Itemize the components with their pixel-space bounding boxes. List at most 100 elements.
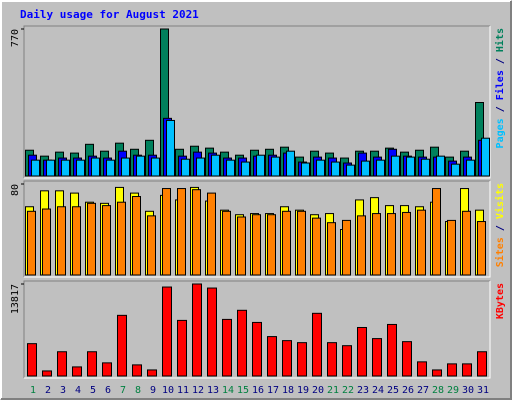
bar bbox=[432, 188, 441, 276]
bar bbox=[477, 351, 487, 377]
bar bbox=[447, 219, 456, 276]
bar bbox=[342, 345, 352, 377]
bar bbox=[342, 219, 351, 276]
x-tick-label: 11 bbox=[177, 385, 189, 396]
bar bbox=[447, 363, 457, 377]
panel-bevel-light bbox=[24, 281, 491, 379]
x-tick-label: 18 bbox=[282, 385, 294, 396]
legend-entry: Hits bbox=[494, 28, 506, 52]
panel-bevel-light bbox=[24, 26, 491, 179]
x-tick-label: 28 bbox=[432, 385, 444, 396]
x-tick-label: 5 bbox=[90, 385, 96, 396]
legend-separator: / bbox=[495, 219, 506, 237]
x-tick-label: 19 bbox=[297, 385, 309, 396]
bar bbox=[312, 312, 322, 377]
bar bbox=[271, 156, 280, 177]
x-tick-label: 7 bbox=[120, 385, 126, 396]
bar bbox=[102, 205, 111, 276]
bar bbox=[417, 209, 426, 276]
x-tick-label: 8 bbox=[135, 385, 141, 396]
legend-separator: / bbox=[495, 100, 506, 118]
bar bbox=[226, 159, 235, 177]
bar bbox=[297, 210, 306, 276]
bar bbox=[297, 342, 307, 377]
x-tick-label: 21 bbox=[327, 385, 339, 396]
bar bbox=[316, 159, 325, 177]
x-tick-label: 9 bbox=[150, 385, 156, 396]
bar bbox=[391, 155, 400, 177]
bar bbox=[87, 202, 96, 276]
bar bbox=[267, 336, 277, 377]
bar bbox=[207, 287, 217, 377]
bar bbox=[192, 189, 201, 276]
bar bbox=[72, 206, 81, 276]
bar bbox=[237, 216, 246, 276]
legend: Pages / Files / Hits bbox=[494, 28, 506, 148]
bar bbox=[237, 309, 247, 377]
x-tick-label: 14 bbox=[222, 385, 234, 396]
bar bbox=[76, 159, 85, 177]
bar bbox=[57, 206, 66, 276]
bar bbox=[417, 361, 427, 377]
x-tick-label: 6 bbox=[105, 385, 111, 396]
bar bbox=[286, 150, 295, 177]
y-tick-label: 770 bbox=[10, 29, 21, 47]
bar bbox=[481, 137, 490, 177]
bar bbox=[477, 221, 486, 276]
bar bbox=[162, 188, 171, 276]
bar bbox=[162, 286, 172, 377]
bar bbox=[301, 162, 310, 177]
x-tick-label: 13 bbox=[207, 385, 219, 396]
x-tick-label: 2 bbox=[45, 385, 51, 396]
bar bbox=[147, 215, 156, 276]
bar bbox=[181, 158, 190, 177]
bar bbox=[57, 351, 67, 377]
y-tick-label: 80 bbox=[10, 184, 21, 196]
legend-entry: KBytes bbox=[495, 283, 506, 319]
bar bbox=[117, 201, 126, 276]
bar bbox=[91, 157, 100, 177]
bar bbox=[372, 338, 382, 377]
bar bbox=[252, 214, 261, 276]
bar bbox=[147, 369, 157, 377]
bar bbox=[406, 156, 415, 177]
panel-bevel-dark bbox=[23, 180, 490, 277]
x-tick-label: 29 bbox=[447, 385, 459, 396]
x-tick-label: 26 bbox=[402, 385, 414, 396]
bar bbox=[132, 364, 142, 377]
x-tick-label: 25 bbox=[387, 385, 399, 396]
x-tick-label: 24 bbox=[372, 385, 384, 396]
bar bbox=[207, 192, 216, 276]
legend-entry: Visits bbox=[494, 183, 506, 219]
bar bbox=[451, 163, 460, 177]
bar bbox=[327, 342, 337, 377]
legend: KBytes bbox=[495, 283, 506, 319]
bar bbox=[361, 160, 370, 177]
bar bbox=[121, 157, 130, 177]
chart-title: Daily usage for August 2021 bbox=[20, 8, 199, 21]
x-tick-label: 4 bbox=[75, 385, 81, 396]
x-tick-label: 23 bbox=[357, 385, 369, 396]
bar bbox=[61, 159, 70, 177]
x-tick-label: 10 bbox=[162, 385, 174, 396]
x-tick-label: 15 bbox=[237, 385, 249, 396]
panel-bevel-dark bbox=[23, 280, 490, 378]
bar bbox=[421, 158, 430, 177]
legend: Sites / Visits bbox=[494, 183, 506, 267]
y-tick-label: 13817 bbox=[10, 284, 21, 314]
bar bbox=[312, 217, 321, 276]
bar bbox=[166, 119, 175, 177]
bar bbox=[222, 318, 232, 377]
bar bbox=[357, 215, 366, 276]
bar bbox=[27, 343, 37, 377]
bar bbox=[102, 362, 112, 377]
x-tick-label: 30 bbox=[462, 385, 474, 396]
bar bbox=[387, 323, 397, 377]
bar bbox=[252, 321, 262, 377]
legend-entry: Pages bbox=[495, 118, 506, 148]
bar bbox=[192, 283, 202, 377]
bar bbox=[357, 326, 367, 377]
bar bbox=[117, 314, 127, 377]
legend-separator: / bbox=[495, 52, 506, 70]
